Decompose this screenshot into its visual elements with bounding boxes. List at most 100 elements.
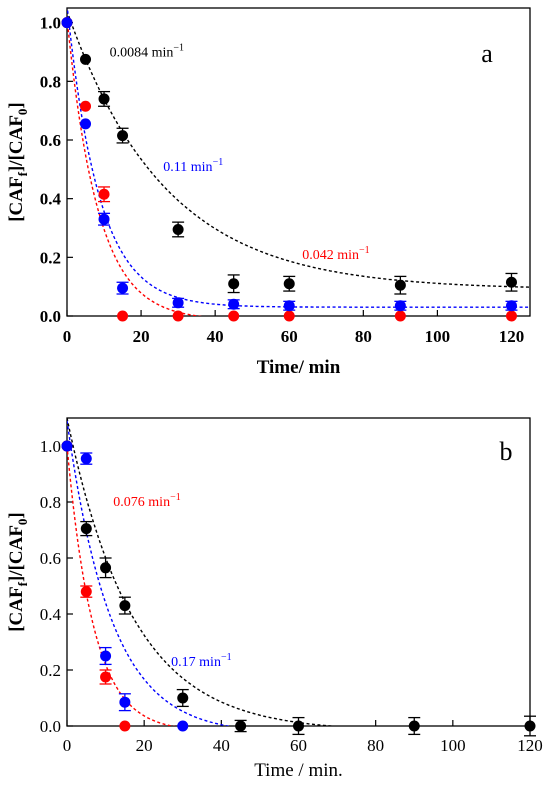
fit-curve [67, 18, 203, 316]
data-point [119, 720, 131, 732]
x-tick-label: 100 [425, 327, 451, 346]
rate-annotation: 0.076 min−1 [113, 492, 180, 510]
y-tick-label: 1.0 [40, 14, 61, 33]
data-point [177, 692, 189, 704]
data-point [172, 223, 184, 235]
y-axis-title-part: [CAF [6, 586, 27, 631]
data-point [172, 310, 184, 322]
y-axis-title-subscript: f [15, 171, 30, 176]
data-point [98, 93, 110, 105]
data-point [228, 298, 240, 310]
data-point [524, 720, 536, 732]
y-axis-title-part: ] [6, 102, 27, 108]
data-point [80, 586, 92, 598]
y-tick-label: 1.0 [40, 437, 61, 456]
y-tick-label: 0.4 [40, 605, 62, 624]
rate-annotation-value: 0.076 min [113, 495, 170, 510]
x-tick-label: 120 [499, 327, 525, 346]
data-point [117, 282, 129, 294]
fit-curve [67, 10, 530, 288]
plot-frame [66, 417, 531, 727]
y-axis-title: [CAFf]/[CAF0] [6, 512, 30, 632]
data-point [228, 278, 240, 290]
y-tick-label: 0.6 [40, 549, 61, 568]
data-point [100, 671, 112, 683]
data-point [98, 188, 110, 200]
y-tick-label: 0.8 [40, 493, 61, 512]
data-point [80, 118, 92, 130]
data-point [235, 720, 247, 732]
plot-frame [66, 7, 531, 317]
rate-annotation-value: 0.042 min [302, 248, 359, 263]
rate-annotation: 0.0084 min−1 [110, 42, 184, 60]
rate-annotation-superscript: −1 [173, 42, 184, 53]
x-tick-label: 100 [440, 736, 466, 755]
data-point [80, 453, 92, 465]
rate-annotation-superscript: −1 [170, 492, 181, 503]
x-tick-label: 60 [290, 736, 307, 755]
y-axis-title-part: ]/[CAF [6, 525, 27, 582]
data-point [283, 310, 295, 322]
rate-annotation: 0.17 min−1 [171, 652, 231, 670]
y-tick-label: 0.0 [40, 307, 61, 326]
panel-label: a [481, 39, 493, 68]
data-point [61, 17, 73, 29]
x-tick-label: 60 [281, 327, 298, 346]
panel-b-chart: 0 20 40 60 80 100 120 0.0 0.2 0.4 0.6 0.8 1.0 Time / … [6, 417, 543, 781]
data-point [80, 53, 92, 65]
fit-curve [67, 445, 176, 726]
data-point [100, 650, 112, 662]
y-axis-title: [CAFf]/[CAF0] [6, 102, 30, 222]
data-point [408, 720, 420, 732]
data-point [117, 130, 129, 142]
x-axis-title: Time/ min [257, 357, 341, 378]
y-tick-label: 0.2 [40, 661, 61, 680]
panel-label: b [500, 437, 513, 466]
data-point [100, 562, 112, 574]
y-tick-label: 0.4 [40, 190, 62, 209]
y-tick-label: 0.8 [40, 72, 61, 91]
data-point [505, 310, 517, 322]
x-tick-label: 0 [63, 327, 72, 346]
x-tick-label: 0 [63, 736, 72, 755]
data-point [283, 278, 295, 290]
rate-annotation-superscript: −1 [359, 245, 370, 256]
data-point [119, 600, 131, 612]
data-point [117, 310, 129, 322]
rate-annotation-value: 0.0084 min [110, 45, 174, 60]
data-point [80, 100, 92, 112]
y-tick-label: 0.2 [40, 248, 61, 267]
x-axis-title: Time / min. [254, 760, 343, 781]
x-tick-label: 80 [367, 736, 384, 755]
x-tick-label: 40 [213, 736, 230, 755]
x-tick-label: 80 [355, 327, 372, 346]
x-tick-label: 20 [136, 736, 153, 755]
y-axis-title-subscript: 0 [15, 109, 30, 116]
y-tick-label: 0.6 [40, 131, 61, 150]
data-point [119, 696, 131, 708]
y-axis-title-part: [CAF [6, 176, 27, 221]
data-point [505, 300, 517, 312]
data-point [61, 440, 73, 452]
data-point [283, 300, 295, 312]
rate-annotation-superscript: −1 [221, 652, 232, 663]
data-point [505, 276, 517, 288]
data-point [80, 523, 92, 535]
data-point [394, 279, 406, 291]
y-axis-title-part: ] [6, 512, 27, 518]
fit-curve [67, 420, 232, 726]
y-axis-title-subscript: f [15, 581, 30, 586]
data-point [177, 720, 189, 732]
rate-annotation-superscript: −1 [213, 157, 224, 168]
data-point [293, 720, 304, 732]
y-axis-title-subscript: 0 [15, 519, 30, 526]
data-point [98, 213, 110, 225]
y-tick-label: 0.0 [40, 717, 61, 736]
rate-annotation: 0.11 min−1 [163, 157, 223, 175]
data-point [394, 300, 406, 312]
rate-annotation-value: 0.11 min [163, 160, 212, 175]
rate-annotation-value: 0.17 min [171, 655, 221, 670]
data-point [228, 310, 240, 322]
data-point [172, 297, 184, 309]
panel-a-chart: 0 20 40 60 80 100 120 0.0 0.2 0.4 0.6 0.8 1.0 Time/ m… [6, 7, 531, 378]
